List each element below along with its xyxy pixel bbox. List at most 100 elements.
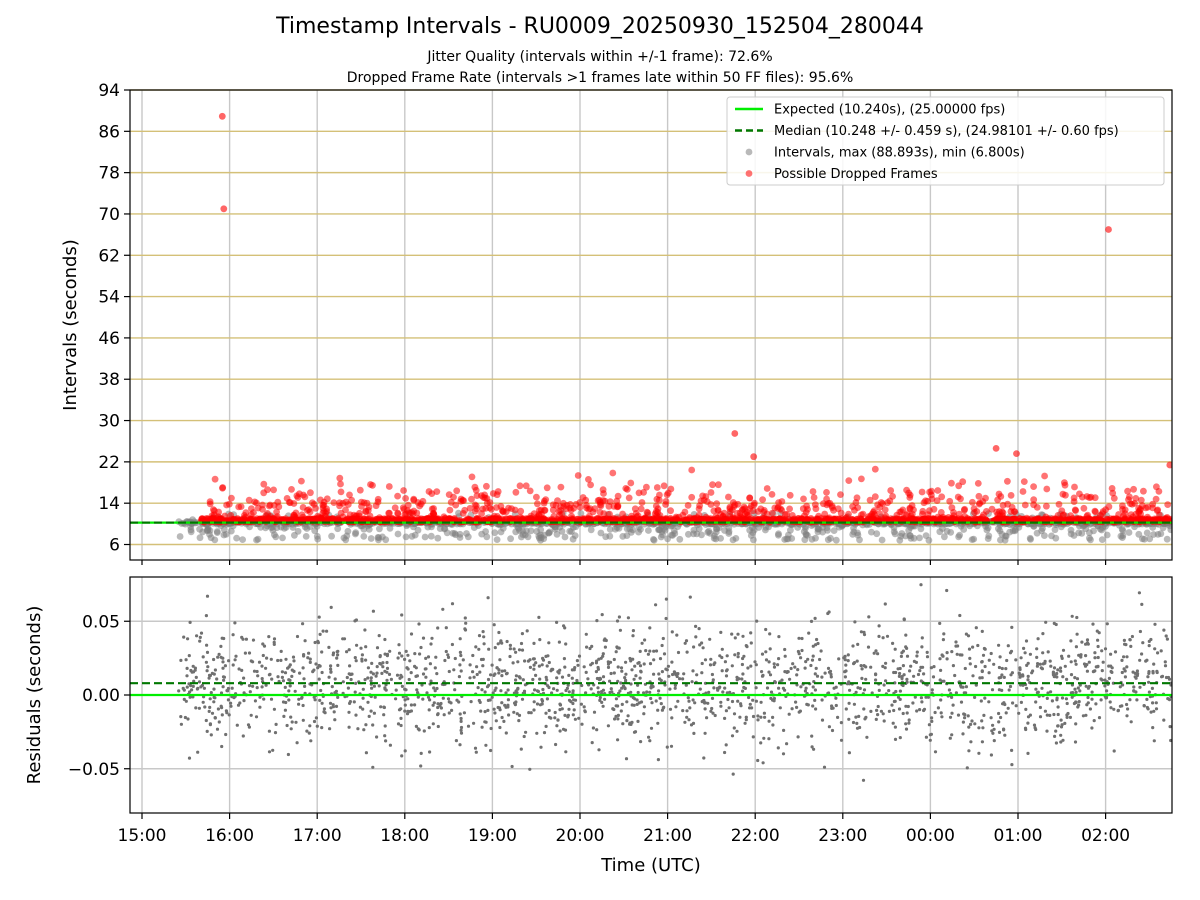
interval-point: [587, 526, 595, 534]
interval-point: [898, 530, 906, 537]
residual-point: [564, 642, 568, 646]
residual-point: [1099, 698, 1103, 702]
residual-point: [364, 723, 368, 727]
residual-point: [476, 686, 480, 690]
residual-point: [700, 700, 704, 704]
residual-point: [1056, 712, 1060, 717]
interval-point: [1033, 529, 1041, 537]
residual-point: [989, 651, 993, 656]
residual-point: [429, 679, 433, 683]
residual-point: [646, 652, 651, 656]
residual-point: [537, 664, 542, 668]
residual-point: [974, 626, 978, 630]
residual-point: [545, 697, 550, 701]
residual-point: [207, 709, 211, 714]
dropped-frame-point: [225, 500, 233, 508]
dropped-frame-point: [660, 482, 668, 490]
residual-point: [1003, 733, 1007, 737]
residual-point: [1024, 707, 1028, 712]
residual-point: [643, 638, 647, 642]
residual-point: [807, 631, 811, 635]
interval-point: [280, 524, 288, 532]
residual-point: [185, 685, 189, 689]
dropped-frame-point: [1055, 500, 1063, 508]
residual-point: [708, 637, 712, 641]
dropped-frame-point: [876, 510, 883, 518]
dropped-frame-point: [928, 495, 936, 503]
residual-point: [388, 649, 392, 653]
residual-point: [638, 676, 642, 680]
residual-point: [223, 664, 227, 668]
residual-point: [853, 620, 857, 624]
dropped-frame-point: [644, 509, 652, 517]
residual-point: [958, 613, 962, 618]
residual-point: [1085, 638, 1090, 642]
residual-point: [283, 708, 287, 712]
dropped-frame-point: [1019, 488, 1027, 495]
residual-point: [625, 700, 629, 704]
residual-point: [1026, 678, 1030, 682]
residual-point: [508, 654, 512, 659]
residual-point: [1163, 660, 1167, 664]
residual-point: [594, 670, 599, 674]
residual-point: [1146, 675, 1150, 679]
residual-point: [267, 635, 271, 639]
residual-point: [450, 642, 454, 647]
dropped-frame-point: [614, 503, 621, 511]
residual-point: [711, 711, 715, 715]
residual-point: [207, 676, 211, 680]
dropped-frame-point: [759, 514, 766, 522]
residual-point: [552, 687, 556, 691]
residual-point: [186, 717, 190, 721]
residual-point: [959, 700, 964, 704]
dropped-frame-point: [747, 502, 755, 510]
dropped-frame-point: [778, 498, 786, 505]
residual-point: [257, 660, 262, 664]
residual-point: [280, 675, 284, 680]
residual-point: [1046, 650, 1050, 654]
dropped-frame-point: [310, 500, 318, 508]
residual-point: [256, 674, 260, 678]
interval-point: [273, 524, 281, 532]
residual-point: [1075, 677, 1080, 681]
interval-point: [187, 528, 195, 536]
residual-point: [287, 689, 291, 693]
dropped-frame-point: [601, 497, 609, 505]
residual-point: [694, 624, 698, 629]
residual-point: [500, 674, 504, 678]
residual-point: [603, 645, 608, 649]
residual-point: [997, 720, 1001, 724]
residual-point: [881, 664, 885, 669]
residual-point: [760, 670, 764, 674]
dropped-frame-point: [535, 507, 543, 514]
residual-point: [755, 619, 759, 623]
dropped-frame-point: [1062, 491, 1069, 499]
dropped-frame-point: [866, 496, 874, 504]
residual-point: [723, 716, 727, 721]
dropped-frame-point: [1013, 450, 1020, 457]
residual-point: [981, 726, 985, 730]
dropped-frame-point: [643, 483, 650, 491]
residual-point: [272, 640, 276, 645]
dropped-frame-point: [318, 514, 325, 522]
residual-point: [892, 708, 896, 713]
interval-point: [890, 528, 898, 536]
dropped-frame-point: [662, 498, 670, 505]
residual-point: [404, 649, 408, 654]
dropped-frame-point: [969, 498, 976, 506]
residual-point: [572, 708, 576, 712]
residual-point: [198, 635, 202, 640]
residual-point: [1138, 629, 1142, 634]
residual-point: [811, 685, 815, 689]
residual-point: [329, 605, 333, 610]
interval-point: [868, 528, 875, 536]
residual-point: [527, 711, 531, 715]
dropped-frame-point: [768, 509, 776, 517]
residual-point: [475, 665, 479, 669]
residual-point: [598, 695, 602, 700]
residual-point: [983, 647, 987, 651]
interval-point: [995, 525, 1002, 533]
residual-point: [633, 664, 637, 668]
residual-point: [769, 690, 774, 694]
residual-point: [301, 718, 305, 722]
